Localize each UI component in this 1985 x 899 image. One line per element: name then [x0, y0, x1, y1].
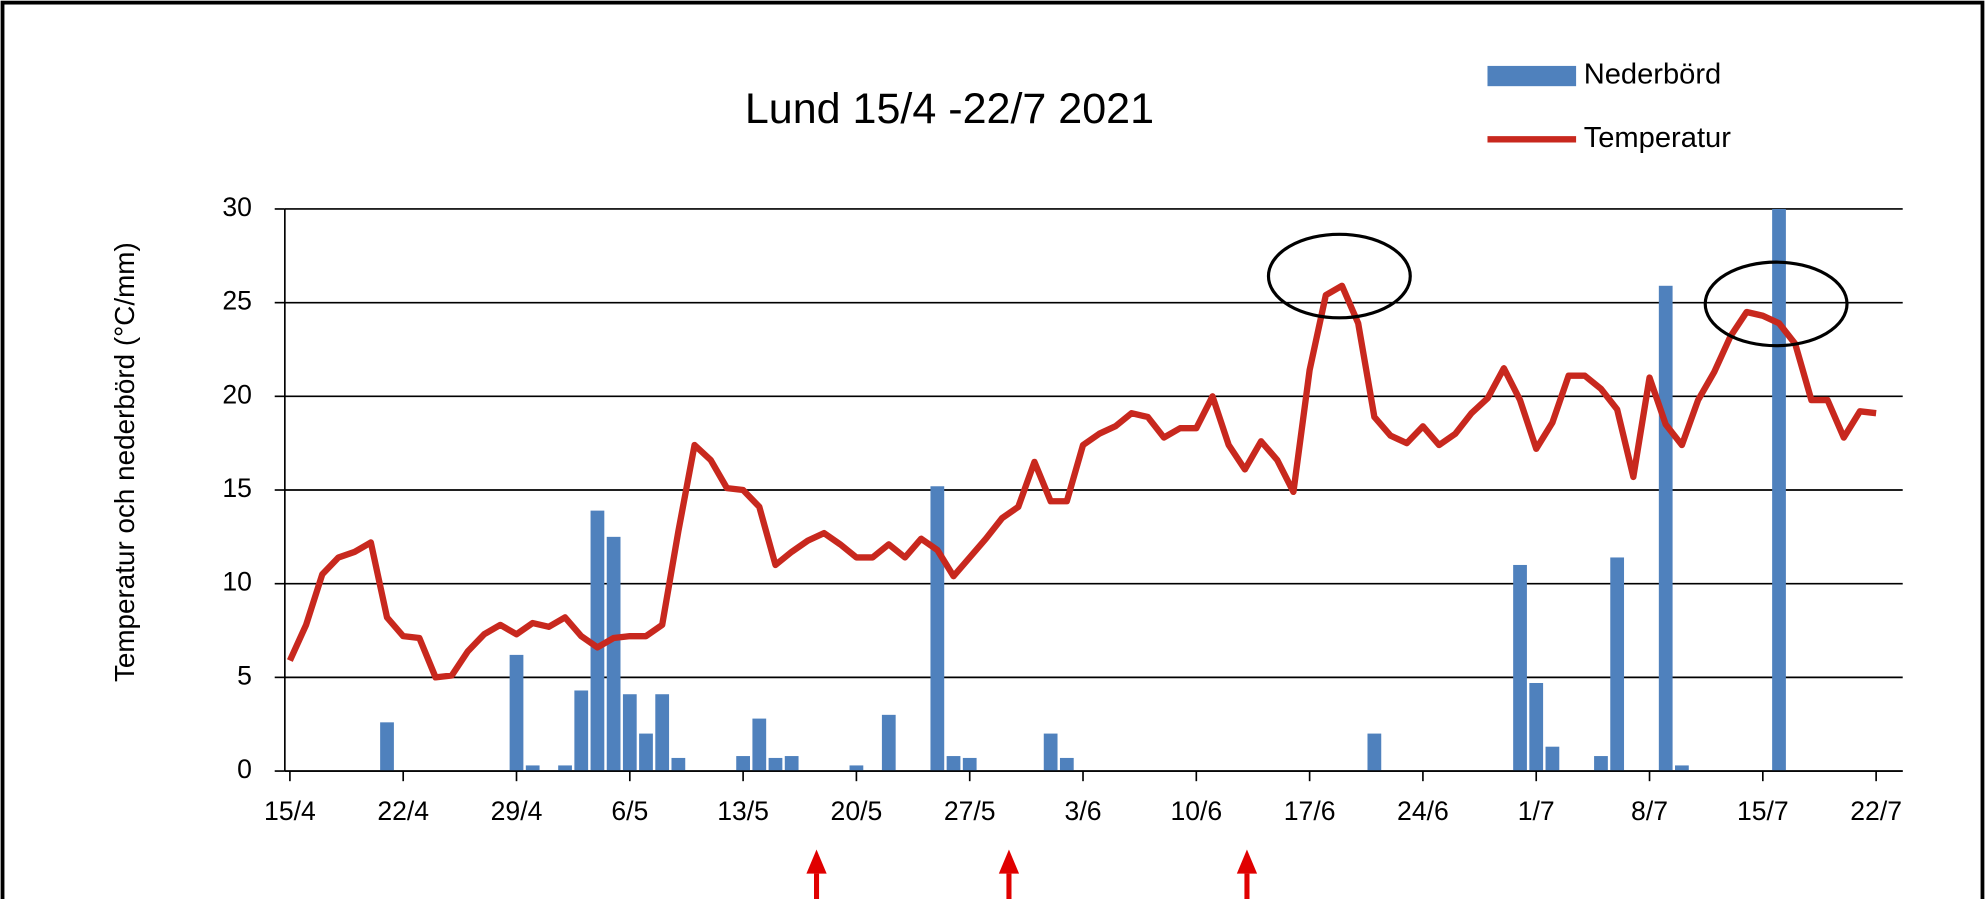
- x-tick-label: 22/4: [377, 796, 429, 826]
- x-tick-label: 22/7: [1850, 796, 1902, 826]
- bar: [574, 690, 589, 772]
- x-tick-label: 1/7: [1518, 796, 1555, 826]
- legend: Nederbörd Temperatur: [1487, 59, 1731, 154]
- y-axis-label: Temperatur och nederbörd (°C/mm): [109, 242, 140, 682]
- bar: [1059, 757, 1074, 772]
- bar: [622, 694, 637, 772]
- bar: [1675, 765, 1689, 772]
- bar: [590, 510, 605, 772]
- bar: [784, 756, 799, 772]
- bar: [380, 722, 394, 772]
- x-tick-label: 27/5: [944, 796, 996, 826]
- y-tick-label: 5: [237, 660, 252, 690]
- chart-title: Lund 15/4 -22/7 2021: [745, 85, 1154, 133]
- x-tick-label: 10/6: [1170, 796, 1222, 826]
- x-tick-label: 17/6: [1284, 796, 1336, 826]
- bar: [1043, 733, 1058, 772]
- bar: [946, 756, 961, 772]
- x-tick-label: 8/7: [1631, 796, 1668, 826]
- y-tick-label: 0: [237, 754, 252, 784]
- bar: [655, 694, 670, 772]
- bar: [509, 654, 524, 772]
- x-tick-label: 13/5: [717, 796, 769, 826]
- y-tick-label: 25: [222, 286, 252, 316]
- bar: [1529, 682, 1544, 772]
- y-tick-label: 10: [222, 567, 252, 597]
- bar: [558, 765, 572, 772]
- plot-area: 0 5 10 15 20 25 30 15/4 22/4 29/4 6/5 13/5 20/5 27/5 3…: [222, 192, 1903, 826]
- y-tick-label: 20: [222, 379, 252, 409]
- bar: [671, 757, 686, 772]
- bar: [1594, 756, 1608, 772]
- x-tick-label: 20/5: [831, 796, 883, 826]
- highlight-ellipse: [1703, 260, 1849, 348]
- x-tick-label: 29/4: [491, 796, 543, 826]
- x-tick-label: 15/4: [264, 796, 316, 826]
- arrow-head: [806, 849, 827, 874]
- bar: [752, 718, 767, 772]
- bar: [1772, 208, 1786, 772]
- arrow-head: [998, 849, 1020, 874]
- y-tick-label: 15: [222, 473, 252, 503]
- bar: [525, 765, 540, 772]
- highlight-ellipse: [1266, 232, 1412, 320]
- x-tick-label: 6/5: [611, 796, 648, 826]
- legend-swatch: [1487, 65, 1577, 87]
- x-tick-label: 3/6: [1065, 796, 1102, 826]
- bar: [736, 756, 750, 772]
- legend-label: Temperatur: [1584, 122, 1732, 154]
- bar: [849, 765, 864, 772]
- bar: [1367, 733, 1382, 772]
- x-tick-label: 24/6: [1397, 796, 1449, 826]
- bar: [881, 714, 896, 772]
- arrow-head: [1236, 849, 1258, 874]
- bar: [639, 733, 653, 772]
- bar: [768, 757, 783, 772]
- bar: [962, 757, 977, 772]
- legend-label: Nederbörd: [1584, 59, 1722, 91]
- bar: [1545, 746, 1560, 772]
- bar: [606, 536, 621, 772]
- bar: [1610, 557, 1625, 772]
- bar: [1513, 564, 1527, 772]
- bar: [930, 486, 945, 772]
- bar: [1658, 285, 1673, 772]
- arrows: [806, 849, 1258, 899]
- y-tick-label: 30: [222, 192, 252, 222]
- x-tick-label: 15/7: [1737, 796, 1789, 826]
- line: [287, 282, 1877, 681]
